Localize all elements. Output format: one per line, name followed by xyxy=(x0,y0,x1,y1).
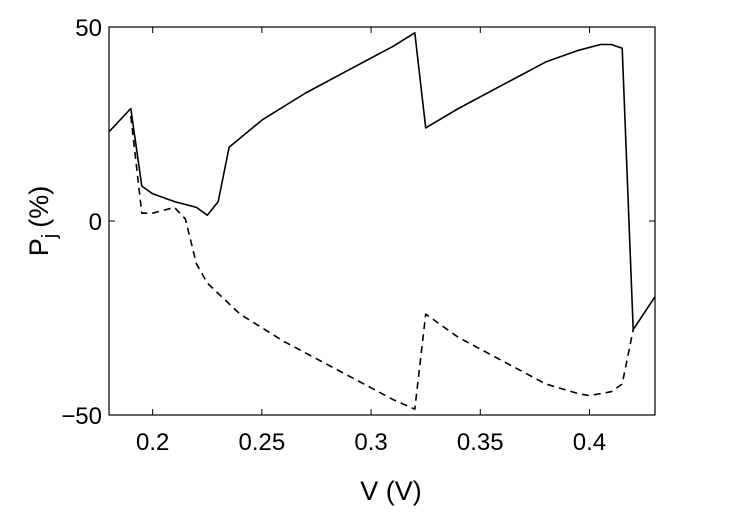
series-line-solid xyxy=(108,31,656,331)
tick-marks xyxy=(109,26,655,416)
y-axis-label-unit: (%) xyxy=(24,186,54,228)
x-tick-labels: 0.2 0.25 0.3 0.35 0.4 xyxy=(136,429,606,456)
y-tick-label: −50 xyxy=(61,403,102,430)
series-layer xyxy=(108,31,656,411)
y-axis-label-subscript: j xyxy=(39,234,61,239)
x-tick-label: 0.2 xyxy=(136,429,169,456)
y-tick-labels: −50 0 50 xyxy=(61,15,102,430)
x-tick-label: 0.35 xyxy=(457,429,504,456)
x-axis-label: V (V) xyxy=(360,476,422,506)
y-axis-label-main: P xyxy=(24,238,54,256)
x-tick-label: 0.4 xyxy=(573,429,606,456)
series-line-dashed xyxy=(130,116,634,411)
y-axis-label: Pj (%) xyxy=(24,186,61,256)
x-tick-label: 0.3 xyxy=(354,429,387,456)
plot-frame xyxy=(108,26,656,416)
x-tick-label: 0.25 xyxy=(239,429,286,456)
y-tick-label: 50 xyxy=(75,15,102,42)
y-axis-label-group: Pj (%) xyxy=(24,186,61,256)
y-tick-label: 0 xyxy=(89,209,102,236)
